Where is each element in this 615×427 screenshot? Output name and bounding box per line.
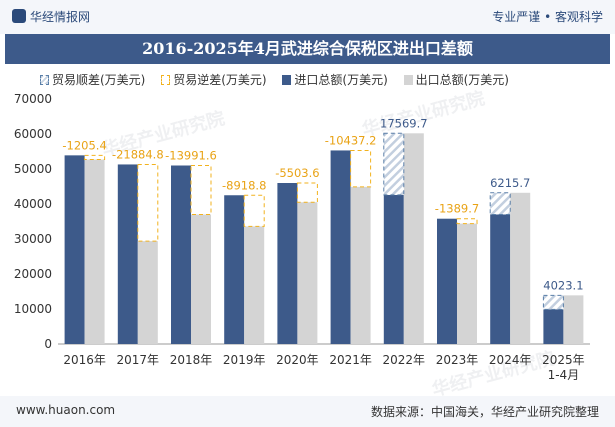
legend-surplus: 贸易顺差(万美元) (40, 71, 145, 88)
export-bar (563, 295, 584, 344)
top-bar: 华经情报网 专业严谨 • 客观科学 (0, 0, 615, 34)
legend-deficit-swatch (161, 75, 171, 85)
y-tick-label: 20000 (14, 267, 52, 281)
balance-label: -8918.8 (222, 178, 266, 192)
balance-label: -21884.8 (112, 147, 164, 161)
deficit-box (456, 218, 478, 225)
x-tick-label: 2025年 (542, 353, 585, 367)
balance-label: -10437.2 (325, 133, 377, 147)
balance-label: -1205.4 (62, 138, 106, 152)
export-bar (457, 223, 477, 344)
x-tick-label: 2017年 (117, 353, 160, 367)
surplus-box (489, 192, 511, 216)
balance-label: -13991.6 (165, 149, 217, 163)
brand-logo-icon (12, 9, 26, 23)
y-tick-label: 40000 (14, 197, 52, 211)
balance-label: 6215.7 (490, 176, 530, 190)
import-bar (437, 218, 457, 344)
x-tick-label: 2022年 (383, 353, 426, 367)
deficit-box (190, 165, 212, 215)
legend-deficit: 贸易逆差(万美元) (161, 71, 267, 88)
y-tick-label: 0 (44, 337, 52, 351)
deficit-box (137, 163, 159, 242)
y-tick-label: 10000 (14, 302, 52, 316)
x-tick-label: 2018年 (170, 353, 213, 367)
header-tags: 专业严谨 • 客观科学 (492, 10, 603, 24)
chart-title: 2016-2025年4月武进综合保税区进出口差额 (5, 34, 610, 64)
x-tick-sublabel: 1-4月 (548, 368, 580, 382)
legend-export: 出口总额(万美元) (403, 71, 509, 88)
footer: www.huaon.com 数据来源：中国海关，华经产业研究院整理 (0, 396, 615, 427)
balance-label: -5503.6 (275, 166, 319, 180)
x-tick-label: 2021年 (329, 353, 372, 367)
x-tick-label: 2023年 (436, 353, 479, 367)
y-tick-label: 70000 (14, 92, 52, 106)
legend: 贸易顺差(万美元) 贸易逆差(万美元) 进口总额(万美元) 出口总额(万美元) (40, 71, 521, 88)
export-bar (84, 159, 105, 344)
y-tick-label: 30000 (14, 232, 52, 246)
import-bar (543, 309, 564, 344)
import-bar (277, 183, 298, 344)
deficit-box (243, 194, 265, 227)
import-bar (330, 150, 351, 344)
chart-area: 0 10000 20000 30000 40000 50000 60000 70000 -120… (14, 92, 590, 382)
data-source: 数据来源：中国海关，华经产业研究院整理 (370, 405, 599, 419)
x-tick-label: 2019年 (223, 353, 266, 367)
brand-name: 华经情报网 (30, 10, 91, 24)
export-bar (297, 202, 318, 344)
import-bar (171, 165, 191, 344)
brand[interactable]: 华经情报网 (12, 8, 90, 25)
deficit-box (350, 149, 372, 188)
export-bar (350, 186, 371, 344)
deficit-box (84, 154, 106, 161)
import-bar (490, 214, 511, 344)
site-link[interactable]: www.huaon.com (16, 403, 116, 417)
legend-import-swatch (282, 75, 292, 85)
surplus-box (542, 294, 564, 310)
deficit-box (296, 182, 318, 203)
x-tick-label: 2024年 (489, 353, 532, 367)
export-bar (244, 226, 265, 344)
export-bar (510, 192, 531, 344)
import-bar (117, 164, 138, 344)
import-bar (224, 195, 245, 344)
legend-import: 进口总额(万美元) (282, 71, 388, 88)
legend-surplus-swatch (40, 75, 49, 85)
export-bar (403, 133, 424, 344)
balance-label: -1389.7 (435, 202, 479, 216)
legend-export-swatch (403, 75, 413, 85)
x-tick-label: 2016年 (63, 353, 106, 367)
import-bar (383, 194, 404, 344)
export-bar (191, 214, 211, 344)
surplus-box (383, 132, 405, 196)
import-bar (64, 155, 85, 344)
y-tick-label: 50000 (14, 162, 52, 176)
y-tick-label: 60000 (14, 127, 52, 141)
x-tick-label: 2020年 (276, 353, 319, 367)
export-bar (137, 241, 158, 344)
balance-label: 17569.7 (380, 116, 428, 130)
balance-label: 4023.1 (543, 278, 583, 292)
